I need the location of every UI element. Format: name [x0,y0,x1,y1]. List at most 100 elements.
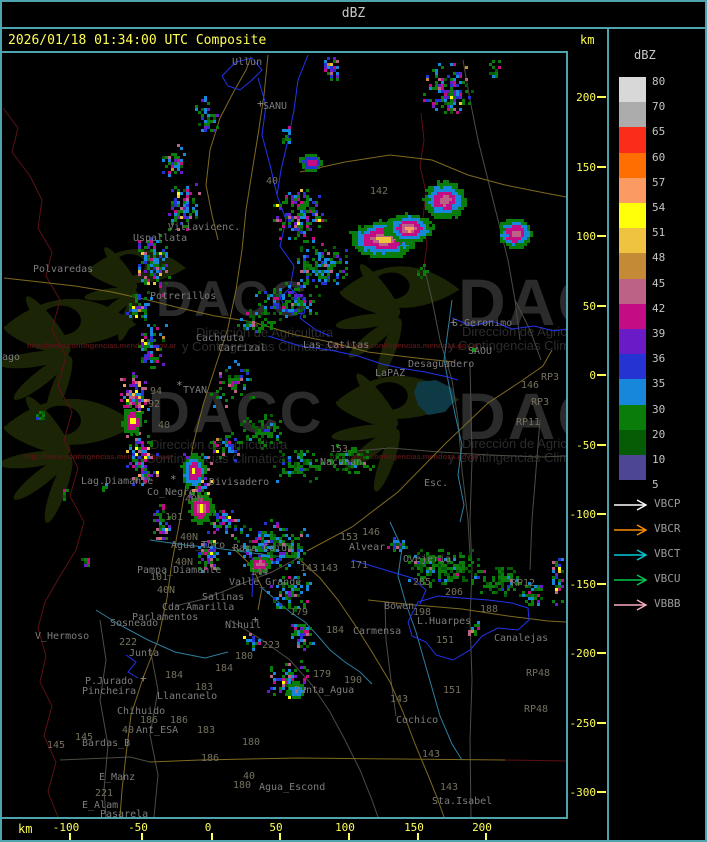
echo-pixel [391,240,394,243]
bottom-axis-tick [417,833,419,840]
echo-pixel [443,213,446,216]
echo-pixel [268,560,271,563]
echo-pixel [297,261,300,264]
echo-pixel [294,297,297,300]
echo-pixel [237,519,240,522]
echo-pixel [477,624,480,627]
echo-pixel [495,582,498,585]
echo-pixel [437,204,440,207]
echo-pixel [510,567,513,570]
echo-pixel [183,216,186,219]
echo-pixel [285,213,288,216]
echo-pixel [288,129,291,132]
echo-pixel [373,243,376,246]
echo-pixel [480,591,483,594]
vector-legend-label: VBCR [654,522,681,535]
echo-pixel [153,333,156,336]
echo-pixel [147,453,150,456]
echo-pixel [393,549,396,552]
echo-pixel [225,405,228,408]
echo-pixel [314,166,317,169]
echo-pixel [317,160,320,163]
roads-minor-line [174,557,299,607]
echo-pixel [174,165,177,168]
echo-pixel [348,453,351,456]
echo-pixel [315,267,318,270]
echo-pixel [153,246,156,249]
echo-pixel [435,84,438,87]
echo-pixel [212,504,215,507]
echo-pixel [321,261,324,264]
echo-pixel [477,621,480,624]
echo-pixel [141,447,144,450]
echo-pixel [297,228,300,231]
echo-pixel [495,567,498,570]
colorbar-band [619,228,646,254]
echo-pixel [156,537,159,540]
echo-pixel [327,264,330,267]
echo-pixel [262,557,265,560]
echo-pixel [130,430,133,433]
echo-pixel [299,157,302,160]
echo-pixel [431,213,434,216]
echo-pixel [468,564,471,567]
echo-pixel [351,462,354,465]
echo-pixel [411,215,414,218]
frame-top [0,0,707,2]
vbcu-arrow-icon [614,574,648,586]
echo-pixel [441,561,444,564]
echo-pixel [390,227,393,230]
echo-pixel [141,453,144,456]
echo-pixel [289,687,292,690]
echo-pixel [385,237,388,240]
echo-pixel [336,273,339,276]
echo-pixel [126,435,129,438]
echo-pixel [249,552,252,555]
echo-pixel [458,195,461,198]
echo-pixel [311,157,314,160]
echo-pixel [449,216,452,219]
echo-pixel [159,516,162,519]
echo-pixel [276,480,279,483]
echo-pixel [253,560,256,563]
echo-pixel [333,246,336,249]
echo-pixel [207,126,210,129]
echo-pixel [279,441,282,444]
echo-pixel [129,306,132,309]
echo-pixel [246,642,249,645]
echo-pixel [425,207,428,210]
echo-pixel [191,513,194,516]
echo-pixel [373,225,376,228]
echo-pixel [312,258,315,261]
echo-pixel [315,201,318,204]
echo-pixel [379,255,382,258]
echo-pixel [294,669,297,672]
echo-pixel [144,450,147,453]
echo-pixel [411,236,414,239]
echo-pixel [303,474,306,477]
echo-pixel [195,108,198,111]
echo-pixel [129,303,132,306]
echo-pixel [558,582,561,585]
echo-pixel [203,498,206,501]
echo-pixel [465,567,468,570]
echo-pixel [219,525,222,528]
echo-pixel [195,105,198,108]
echo-pixel [423,582,426,585]
echo-pixel [198,486,201,489]
echo-pixel [318,273,321,276]
echo-pixel [279,537,282,540]
echo-pixel [321,264,324,267]
echo-pixel [540,588,543,591]
echo-pixel [144,468,147,471]
echo-pixel [282,141,285,144]
echo-pixel [432,579,435,582]
echo-pixel [394,249,397,252]
echo-pixel [333,66,336,69]
echo-pixel [288,564,291,567]
echo-pixel [309,465,312,468]
echo-pixel [408,227,411,230]
echo-pixel [306,204,309,207]
echo-pixel [438,561,441,564]
echo-pixel [408,230,411,233]
